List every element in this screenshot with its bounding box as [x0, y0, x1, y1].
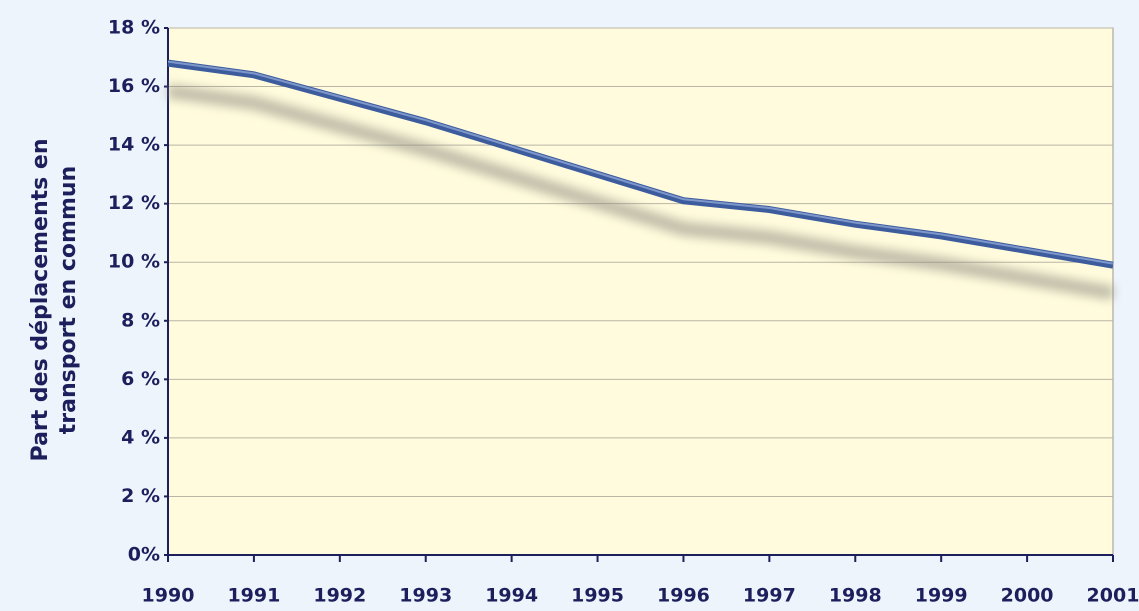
line-highlight: [167, 60, 1114, 265]
y-label-line: transport en commun: [56, 166, 81, 434]
x-tick-label: 1999: [915, 585, 968, 607]
line-shadow: [167, 84, 1115, 301]
y-tick-label: 14 %: [108, 134, 160, 156]
x-tick-label: 1998: [829, 585, 882, 607]
y-tick-label: 16 %: [108, 75, 160, 97]
x-tick-label: 1991: [227, 585, 280, 607]
x-tick-label: 1993: [399, 585, 452, 607]
y-axis-label: Part des déplacements en transport en co…: [28, 139, 81, 462]
y-tick-label: 8 %: [121, 309, 160, 331]
x-tick-label: 2000: [1001, 585, 1054, 607]
y-tick-label: 2 %: [121, 485, 160, 507]
y-tick-label: 6 %: [121, 368, 160, 390]
x-tick-label: 1994: [485, 585, 538, 607]
x-tick-label: 1992: [313, 585, 366, 607]
x-tick-label: 1996: [657, 585, 710, 607]
y-label-line: Part des déplacements en: [28, 139, 53, 462]
y-tick-label: 10 %: [108, 251, 160, 273]
plot-area: [167, 27, 1114, 556]
x-tick-label: 2001: [1087, 585, 1139, 607]
x-tick-label: 1997: [743, 585, 796, 607]
y-tick-label: 4 %: [121, 426, 160, 448]
y-tick-label: 12 %: [108, 192, 160, 214]
series-line: [167, 59, 1114, 269]
x-tick-label: 1995: [571, 585, 624, 607]
y-tick-label: 18 %: [108, 17, 160, 39]
y-tick-label: 0%: [128, 544, 160, 566]
x-tick-label: 1990: [142, 585, 195, 607]
